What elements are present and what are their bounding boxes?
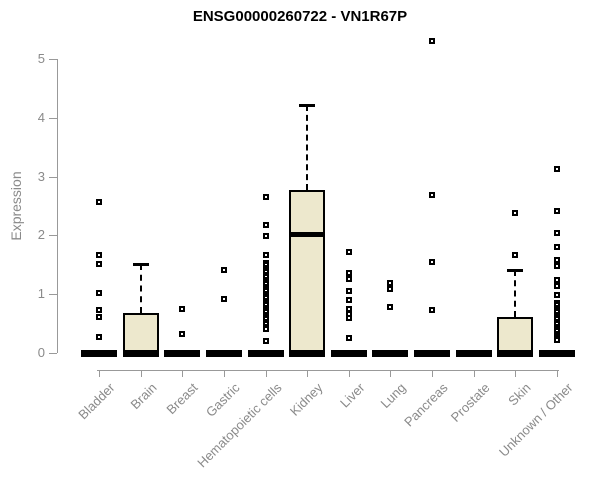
outlier-point [345, 334, 352, 341]
y-tick-label: 4 [37, 109, 45, 125]
zero-median-bar [164, 350, 201, 357]
y-axis-label: Expression [8, 171, 24, 241]
x-axis-tick [473, 370, 475, 377]
outlier-point [96, 261, 102, 268]
zero-median-bar [205, 350, 242, 357]
zero-median-bar [372, 350, 409, 357]
x-axis-tick [432, 370, 434, 377]
y-tick-label: 1 [37, 286, 45, 302]
y-axis-tick [49, 294, 57, 296]
box-median-line [289, 231, 326, 237]
outlier-point [96, 290, 102, 297]
outlier-point [345, 270, 352, 277]
outlier-point [345, 248, 352, 255]
outlier-point [554, 337, 561, 344]
x-axis-tick [390, 370, 392, 377]
y-tick-label: 5 [37, 51, 45, 66]
x-axis-tick [140, 370, 142, 377]
outlier-point [429, 258, 436, 265]
outlier-point [262, 221, 269, 228]
outlier-point [554, 257, 561, 264]
y-tick-label: 3 [37, 168, 45, 184]
whisker-cap [132, 262, 149, 266]
outlier-point [345, 305, 352, 312]
outlier-point [554, 277, 561, 284]
outlier-point [96, 199, 102, 206]
outlier-point [345, 314, 352, 321]
outlier-point [262, 325, 269, 332]
x-axis-tick [182, 370, 184, 377]
outlier-point [345, 275, 352, 282]
chart-title: ENSG00000260722 - VN1R67P [192, 8, 408, 25]
outlier-point [554, 243, 561, 250]
outlier-point [262, 194, 269, 201]
x-axis-line [97, 370, 560, 371]
outlier-point [220, 267, 227, 274]
y-axis-tick [49, 59, 57, 60]
x-axis-tick [348, 370, 350, 377]
outlier-point [262, 232, 269, 239]
y-tick-label: 0 [37, 345, 45, 360]
outlier-point [429, 191, 436, 198]
outlier-point [262, 338, 269, 345]
box [497, 316, 534, 355]
whisker [306, 104, 309, 190]
zero-median-bar [414, 350, 451, 357]
outlier-point [554, 207, 561, 214]
y-axis-tick [49, 117, 57, 119]
outlier-point [345, 288, 352, 295]
whisker-cap [507, 269, 524, 273]
whisker [514, 270, 517, 317]
zero-median-bar [455, 350, 492, 357]
outlier-point [512, 210, 519, 217]
x-axis-tick [223, 370, 225, 377]
outlier-point [96, 252, 102, 259]
outlier-point [220, 295, 227, 302]
outlier-point [96, 307, 102, 314]
outlier-point [512, 252, 519, 259]
outlier-point [96, 333, 102, 340]
outlier-point [554, 230, 561, 237]
zero-median-bar [247, 350, 284, 357]
zero-median-bar [539, 350, 576, 357]
outlier-point [179, 305, 186, 312]
zero-median-bar [81, 350, 117, 357]
y-axis-tick [49, 235, 57, 237]
outlier-point [554, 291, 561, 298]
y-axis-tick [49, 353, 57, 354]
x-axis-tick [265, 370, 267, 377]
whisker-cap [299, 103, 316, 107]
outlier-point [179, 331, 186, 338]
x-axis-tick [515, 370, 517, 377]
outlier-point [387, 285, 394, 292]
y-axis-tick [49, 176, 57, 178]
zero-median-bar [497, 350, 534, 357]
zero-median-bar [122, 350, 159, 357]
x-axis-tick [307, 370, 309, 377]
box [122, 313, 159, 355]
outlier-point [429, 307, 436, 314]
outlier-point [429, 37, 436, 44]
outlier-point [345, 297, 352, 304]
outlier-point [554, 165, 561, 172]
outlier-point [387, 280, 394, 287]
outlier-point [96, 313, 102, 320]
outlier-point [387, 304, 394, 311]
whisker [139, 263, 142, 313]
outlier-point [554, 262, 561, 269]
y-axis-line [57, 59, 58, 353]
zero-median-bar [289, 350, 326, 357]
zero-median-bar [330, 350, 367, 357]
outlier-point [554, 282, 561, 289]
x-axis-tick [557, 370, 559, 377]
y-tick-label: 2 [37, 227, 45, 243]
box [289, 189, 326, 355]
outlier-point [262, 251, 269, 258]
x-axis-tick [99, 370, 100, 377]
